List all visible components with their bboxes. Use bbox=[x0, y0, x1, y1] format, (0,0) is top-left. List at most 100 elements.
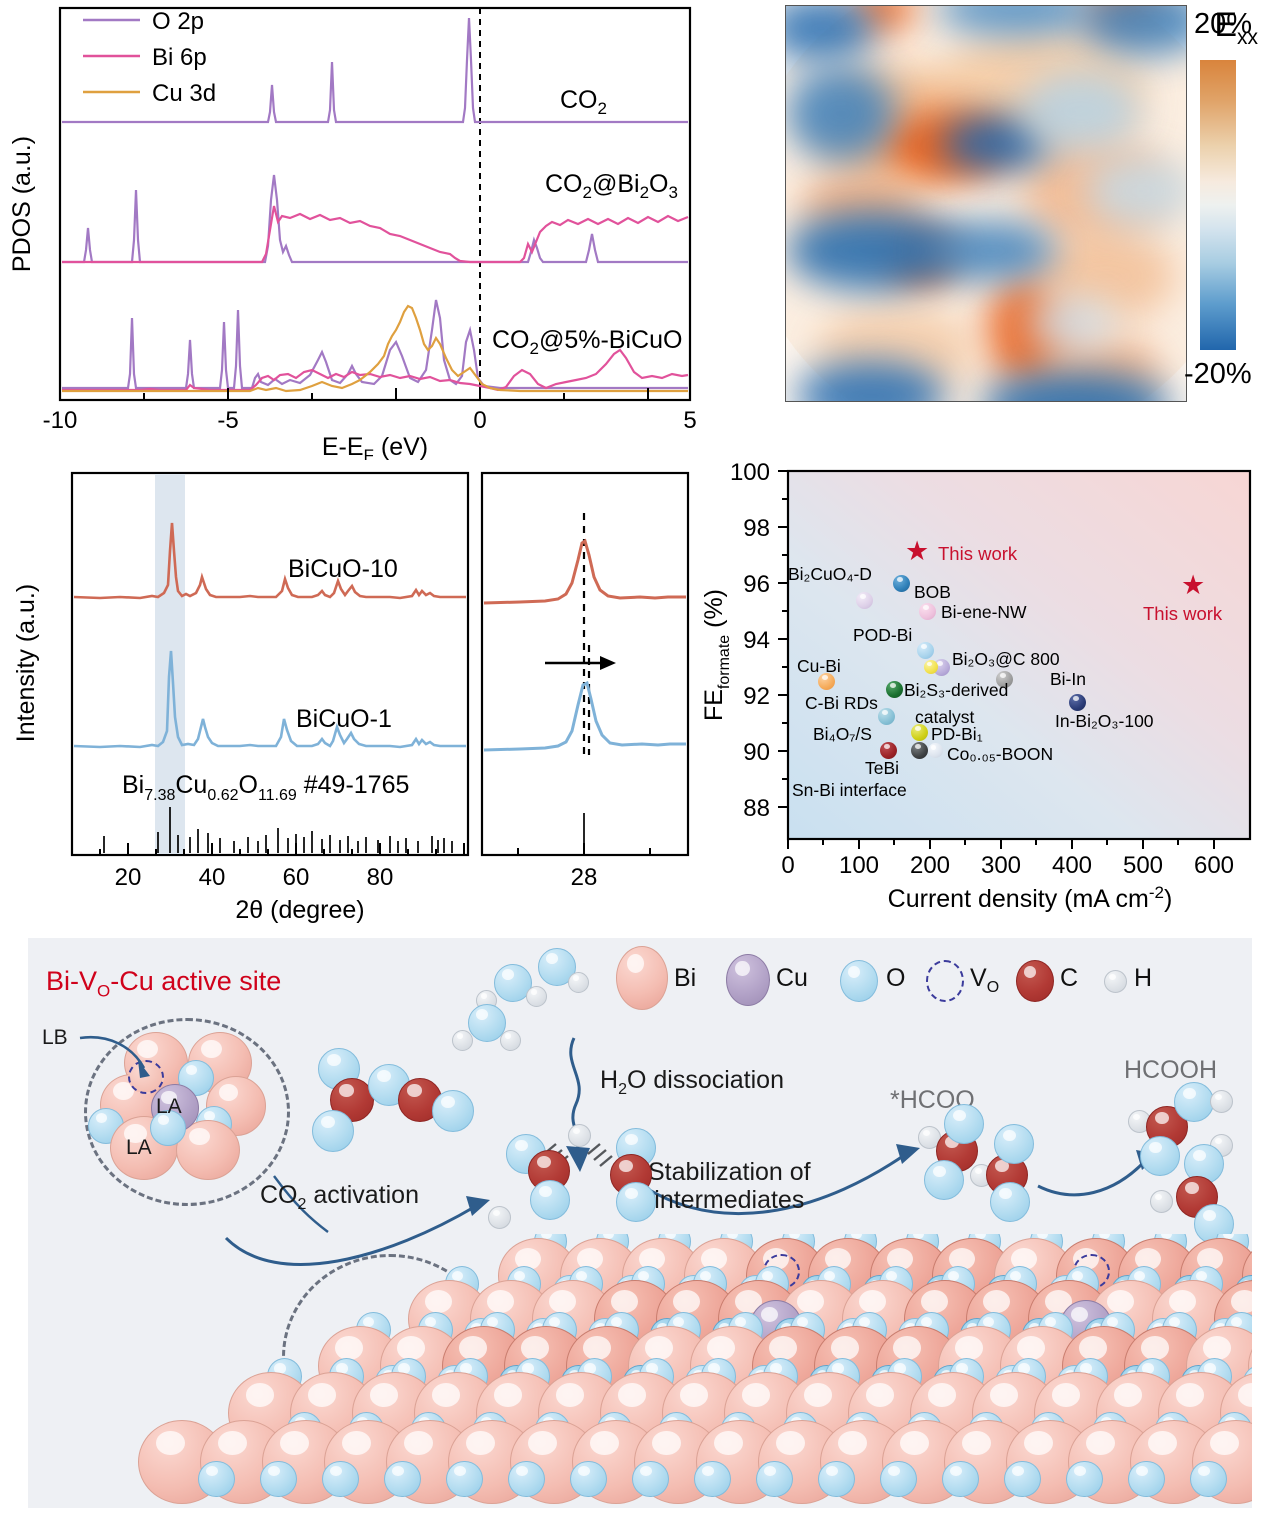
co2-o-4 bbox=[432, 1090, 474, 1132]
scatter-label-catalyst: catalyst bbox=[915, 707, 975, 727]
scatter-xtick-100: 100 bbox=[839, 852, 879, 879]
slab-o-atom-front bbox=[198, 1461, 235, 1498]
scatter-label-pod-bi: POD-Bi bbox=[853, 625, 913, 645]
legend-atom-h bbox=[1104, 970, 1127, 993]
scatter-label-c-bi-rds: C-Bi RDs bbox=[805, 693, 878, 713]
scatter-xtick-0: 0 bbox=[781, 852, 794, 879]
legend-atom-o bbox=[840, 960, 878, 1002]
this-work-star-1[interactable]: ★ bbox=[905, 536, 930, 566]
scatter-x-axis-label: Current density (mA cm-2) bbox=[888, 883, 1173, 913]
activated-o-2 bbox=[530, 1180, 570, 1220]
pdos-trace-bicuo-bi6p bbox=[62, 348, 689, 392]
legend-label-cu: Cu bbox=[776, 964, 808, 992]
slab-o-atom-front bbox=[942, 1461, 979, 1498]
hcoo-o-4 bbox=[990, 1182, 1030, 1222]
scatter-label-bi2s3-derived: Bi₂S₃-derived bbox=[904, 680, 1009, 700]
slab-o-atom-front bbox=[1066, 1461, 1103, 1498]
scatter-label-co005-boon: Co₀.₀₅-BOON bbox=[947, 744, 1054, 764]
scatter-ytick-96: 96 bbox=[743, 571, 770, 598]
scatter-label-bi2cuo4-d: Bi₂CuO₄-D bbox=[788, 564, 872, 584]
scatter-point-bi-ene-nw[interactable] bbox=[919, 603, 936, 620]
active-site-title: Bi-VO-Cu active site bbox=[46, 966, 282, 1001]
performance-scatter-chart: 100 98 96 94 92 90 88 0 100 200 300 400 … bbox=[700, 455, 1280, 925]
slab-o-atom-front bbox=[756, 1461, 793, 1498]
scatter-point-bi2cuo4-d[interactable] bbox=[856, 592, 873, 609]
hcoo-o-3 bbox=[994, 1124, 1034, 1164]
activated-h-2 bbox=[568, 1124, 591, 1147]
scatter-point-pod-bi[interactable] bbox=[917, 642, 934, 659]
slab-o-atom-front bbox=[632, 1461, 669, 1498]
hcooh-formation-arrow bbox=[1037, 1158, 1148, 1197]
legend-label-vo: VO bbox=[970, 964, 1000, 996]
h2o-o-3 bbox=[468, 1004, 506, 1042]
scatter-label-cu-bi: Cu-Bi bbox=[797, 656, 841, 676]
scatter-point-cu-bi[interactable] bbox=[818, 673, 835, 690]
xrd-left-frame bbox=[70, 471, 470, 857]
xrd-label-bicuo10: BiCuO-10 bbox=[288, 555, 398, 583]
xrd-reference-sticks bbox=[103, 807, 585, 853]
h2o-h-2 bbox=[526, 986, 547, 1007]
scatter-point-co005-boon[interactable] bbox=[928, 743, 943, 758]
site-o-atom-4 bbox=[150, 1110, 186, 1146]
hcoo-o-2 bbox=[924, 1160, 964, 1200]
slab-o-atom-front bbox=[384, 1461, 421, 1498]
xrd-xtick-80: 80 bbox=[367, 864, 394, 891]
co2-o-2 bbox=[312, 1110, 354, 1152]
scatter-x-ticks bbox=[787, 839, 1215, 849]
step-label-co2-activation: CO2 activation bbox=[260, 1181, 419, 1213]
scatter-ytick-92: 92 bbox=[743, 683, 770, 710]
xrd-xtick-40: 40 bbox=[199, 864, 226, 891]
scatter-point-bi-in[interactable] bbox=[1069, 694, 1086, 711]
xrd-chart: Bi7.38Cu0.62O11.69 #49-1765 BiCuO-10 BiC… bbox=[0, 455, 720, 925]
xrd-curve-bicuo10 bbox=[73, 522, 466, 600]
scatter-label-bi4o7-s: Bi₄O₇/S bbox=[813, 724, 872, 744]
xrd-left-xticks bbox=[71, 843, 465, 855]
legend-label-c: C bbox=[1060, 964, 1079, 992]
legend-label-o: O bbox=[886, 964, 906, 992]
xrd-zoom-curve-bicuo1 bbox=[483, 680, 686, 752]
scatter-xtick-200: 200 bbox=[910, 852, 950, 879]
site-label-lb: LB bbox=[42, 1026, 68, 1049]
slab-o-atom-front bbox=[1004, 1461, 1041, 1498]
xrd-xtick-60: 60 bbox=[283, 864, 310, 891]
scatter-xtick-400: 400 bbox=[1052, 852, 1092, 879]
scatter-point-c-bi-rds[interactable] bbox=[996, 671, 1013, 688]
this-work-star-2[interactable]: ★ bbox=[1181, 570, 1206, 600]
scatter-ytick-88: 88 bbox=[743, 795, 770, 822]
xrd-xtick-20: 20 bbox=[115, 864, 142, 891]
h2o-h-4 bbox=[452, 1030, 473, 1051]
slab-o-atom-front bbox=[1128, 1461, 1165, 1498]
scatter-label-bob: BOB bbox=[914, 582, 951, 602]
xrd-y-axis-label: Intensity (a.u.) bbox=[12, 584, 40, 742]
xrd-right-xticks bbox=[517, 843, 651, 855]
step-label-h2o-dissociation: H2O dissociation bbox=[600, 1066, 784, 1098]
scatter-label-sn-bi-interface: Sn-Bi interface bbox=[792, 780, 907, 800]
legend-label-bi: Bi bbox=[674, 964, 697, 992]
scatter-point-pd-bi1[interactable] bbox=[911, 724, 928, 741]
mechanism-schematic: Bi-VO-Cu active site LA LA LB bbox=[28, 938, 1252, 1508]
scatter-point-bi4o7-s[interactable] bbox=[878, 708, 895, 725]
scatter-point-bob[interactable] bbox=[893, 575, 910, 592]
xrd-x-axis-label: 2θ (degree) bbox=[235, 896, 364, 924]
scatter-xtick-500: 500 bbox=[1123, 852, 1163, 879]
scatter-label-bi-in: Bi-In bbox=[1050, 669, 1086, 689]
colorbar-min-label: -20% bbox=[1184, 358, 1252, 390]
slab-o-atom-front bbox=[880, 1461, 917, 1498]
scatter-point-tebi[interactable] bbox=[880, 742, 897, 759]
xrd-xtick-28: 28 bbox=[571, 864, 598, 891]
scatter-point-sn-bi-interface[interactable] bbox=[911, 742, 928, 759]
h2o-o-1 bbox=[494, 964, 532, 1002]
pdos-x-axis-label: E-EF (eV) bbox=[322, 433, 428, 460]
pdos-xtick-0: -10 bbox=[43, 407, 78, 434]
scatter-point-bi2o3-c800-b[interactable] bbox=[924, 660, 938, 674]
pdos-trace-co2-o2p bbox=[62, 17, 688, 124]
activated-o-4 bbox=[616, 1182, 656, 1222]
scatter-point-bi2s3-derived[interactable] bbox=[886, 681, 903, 698]
scatter-y-axis-label: FEformate (%) bbox=[700, 589, 733, 721]
slab-o-atom-front bbox=[570, 1461, 607, 1498]
site-label-la-1: LA bbox=[156, 1095, 182, 1118]
scatter-plot-area bbox=[786, 469, 1252, 841]
xrd-shift-arrow bbox=[545, 656, 616, 670]
exx-label: Exx bbox=[1214, 6, 1258, 49]
hcooh-h-2 bbox=[1210, 1090, 1233, 1113]
